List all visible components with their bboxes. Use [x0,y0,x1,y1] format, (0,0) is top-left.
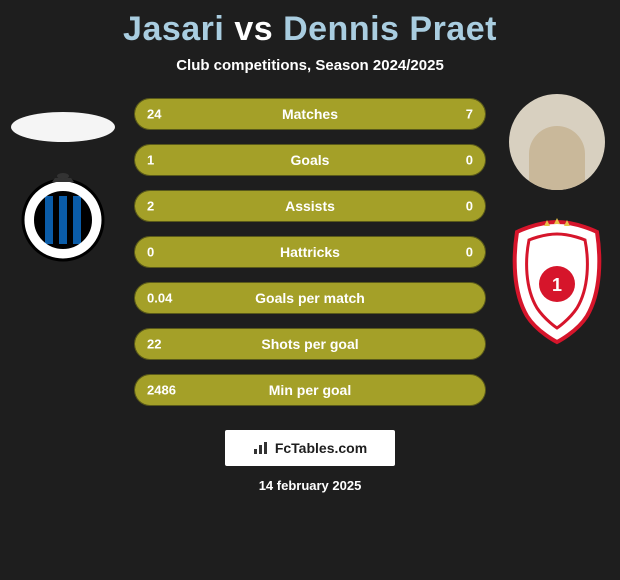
stat-row: 0.04 Goals per match [134,282,486,314]
chart-icon [253,441,269,455]
svg-text:1: 1 [552,275,562,295]
stat-label: Assists [285,198,335,214]
stat-row: 2486 Min per goal [134,374,486,406]
player-left-avatar [11,112,115,142]
player-right-name: Dennis Praet [283,10,497,48]
stat-value-left: 1 [147,153,154,168]
comparison-content: 1 247Matches10Goals20Assists00Hattricks0… [0,94,620,406]
stat-label: Shots per goal [261,336,358,352]
stat-value-left: 0.04 [147,291,172,306]
stat-row: 2 0 Assists [134,190,486,222]
royal-antwerp-icon: 1 [507,218,607,346]
player-left-name: Jasari [123,10,224,48]
right-player-column: 1 [502,94,612,351]
footer: FcTables.com 14 february 2025 [0,430,620,493]
stat-label: Goals [291,152,330,168]
comparison-title: Jasari vs Dennis Praet [0,0,620,49]
source-text: FcTables.com [275,440,367,456]
club-right-badge: 1 [507,218,607,351]
stat-row: 0 0 Hattricks [134,236,486,268]
stat-row: 1 0 Goals [134,144,486,176]
club-brugge-icon [17,170,109,262]
stat-label: Goals per match [255,290,365,306]
subtitle: Club competitions, Season 2024/2025 [0,57,620,74]
stat-label: Min per goal [269,382,351,398]
stat-row: 24 7 Matches [134,98,486,130]
stat-label: Hattricks [280,244,340,260]
stats-bars: 24 7 Matches 1 0 Goals 2 0 Assists 0 0 Hattricks 0.0… [134,94,486,406]
stat-label: Matches [282,106,338,122]
stat-value-right: 0 [466,153,473,168]
stat-value-right: 0 [466,199,473,214]
bar-fill-left [135,99,405,129]
source-badge: FcTables.com [225,430,395,466]
stat-value-left: 2486 [147,383,176,398]
stat-value-right: 0 [466,245,473,260]
date-text: 14 february 2025 [259,478,362,493]
stat-value-left: 0 [147,245,154,260]
stat-value-left: 24 [147,107,161,122]
vs-text: vs [234,10,273,48]
stat-value-left: 22 [147,337,161,352]
player-right-avatar [509,94,605,190]
stat-row: 22 Shots per goal [134,328,486,360]
stat-value-left: 2 [147,199,154,214]
stat-value-right: 7 [466,107,473,122]
club-left-badge [17,170,109,267]
left-player-column [8,94,118,267]
